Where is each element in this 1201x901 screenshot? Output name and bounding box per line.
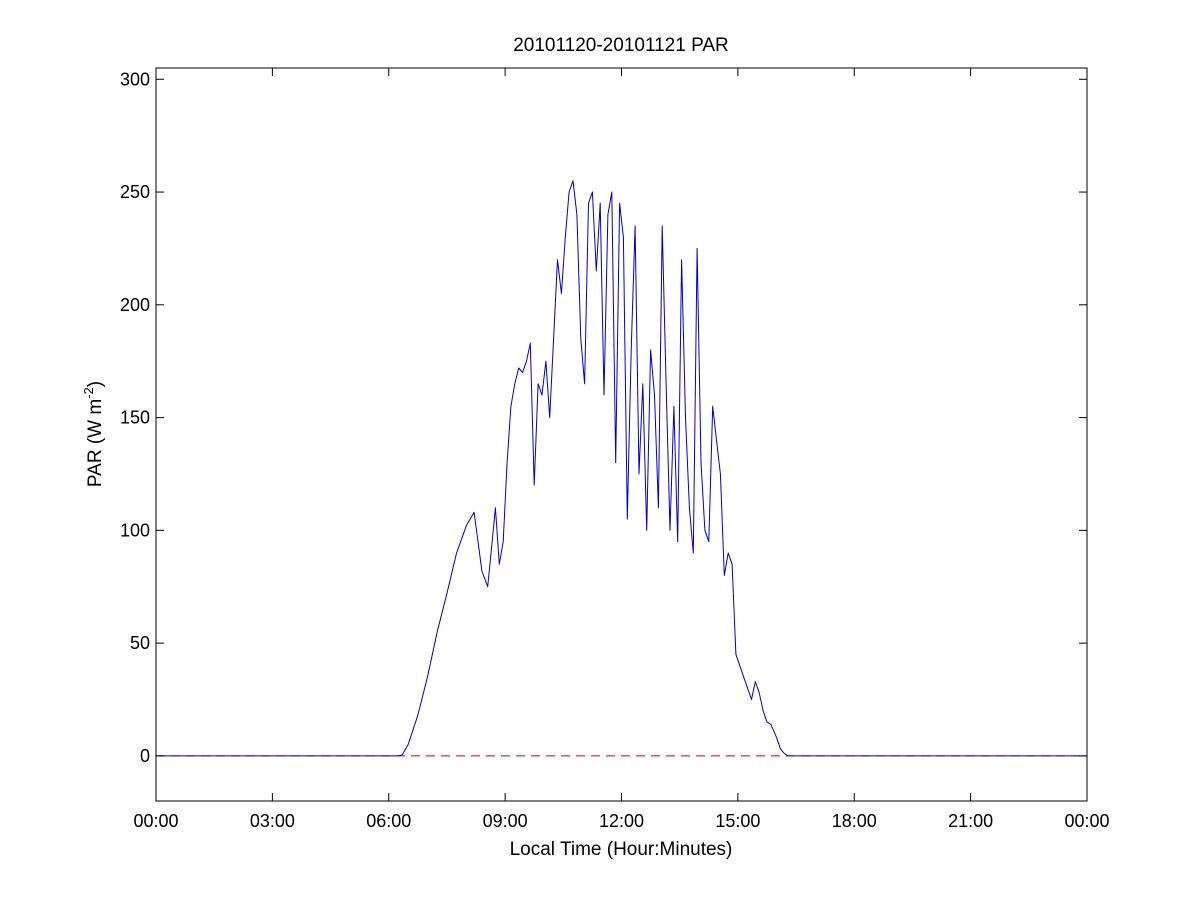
y-axis-label-close: ) bbox=[85, 381, 106, 387]
y-tick-label: 300 bbox=[120, 69, 150, 89]
y-tick-label: 150 bbox=[120, 408, 150, 428]
x-tick-label: 00:00 bbox=[133, 811, 178, 831]
y-tick-label: 100 bbox=[120, 520, 150, 540]
x-tick-label: 12:00 bbox=[599, 811, 644, 831]
x-axis: 00:00 03:00 06:00 09:00 12:00 15:00 18:00 21:00… bbox=[133, 68, 1110, 831]
x-axis-label: Local Time (Hour:Minutes) bbox=[510, 839, 733, 860]
y-tick-label: 200 bbox=[120, 295, 150, 315]
x-tick-label: 15:00 bbox=[715, 811, 760, 831]
y-tick-label: 0 bbox=[140, 746, 150, 766]
y-tick-label: 50 bbox=[130, 633, 150, 653]
y-axis-label: PAR (W m-2) bbox=[81, 381, 106, 487]
x-tick-label: 21:00 bbox=[948, 811, 993, 831]
y-axis: 0 50 100 150 200 250 300 bbox=[120, 69, 1087, 766]
series-line-par bbox=[156, 180, 1087, 757]
series-layer bbox=[156, 180, 1087, 757]
x-tick-label: 18:00 bbox=[832, 811, 877, 831]
y-axis-label-main: PAR (W m bbox=[85, 399, 106, 487]
chart-title: 20101120-20101121 PAR bbox=[513, 35, 729, 56]
y-axis-label-superscript: -2 bbox=[81, 387, 96, 399]
y-tick-label: 250 bbox=[120, 182, 150, 202]
x-tick-label: 03:00 bbox=[250, 811, 295, 831]
x-tick-label: 00:00 bbox=[1064, 811, 1109, 831]
x-tick-label: 06:00 bbox=[366, 811, 411, 831]
x-tick-label: 09:00 bbox=[483, 811, 528, 831]
